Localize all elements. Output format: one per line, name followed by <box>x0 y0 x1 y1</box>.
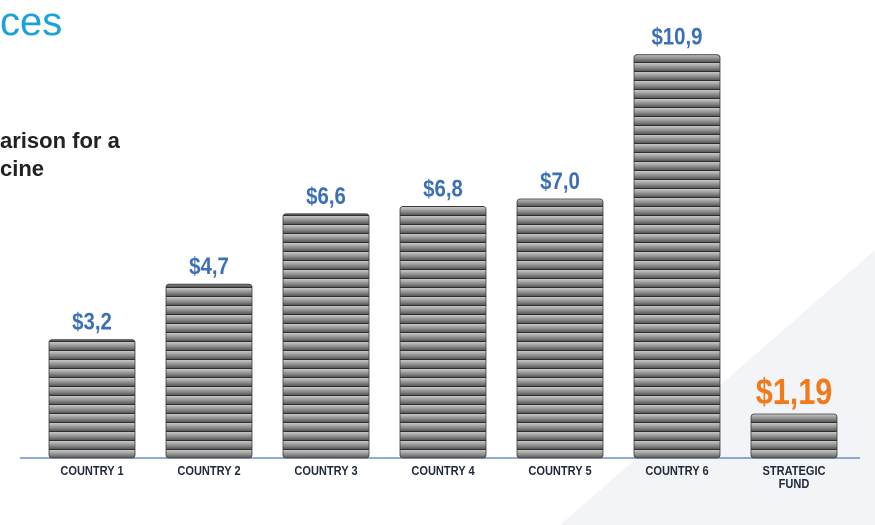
subtitle: arison for a <box>0 128 120 154</box>
subtitle: cine <box>0 156 44 182</box>
chart: $3,2 $4,7 $6,6 $6,8 $7,0 $10,9 $1,19 <box>0 0 875 525</box>
coin-stack <box>751 414 837 458</box>
category-label: COUNTRY 5 <box>526 464 594 477</box>
category-label: COUNTRY 4 <box>409 464 477 477</box>
category-label: STRATEGIC FUND <box>760 464 828 490</box>
coin-stack <box>166 284 252 458</box>
value-label: $6,6 <box>306 182 346 209</box>
value-label: $7,0 <box>540 167 580 194</box>
value-label: $3,2 <box>72 308 112 335</box>
value-label: $10,9 <box>651 23 702 50</box>
coin-stack <box>400 206 486 458</box>
value-label: $4,7 <box>189 253 229 280</box>
coin-stack <box>49 340 135 458</box>
coin-stack <box>517 199 603 458</box>
coin-stack <box>283 214 369 458</box>
category-label: COUNTRY 2 <box>175 464 243 477</box>
value-label: $6,8 <box>423 175 463 202</box>
coin-stack <box>634 55 720 458</box>
category-label: COUNTRY 3 <box>292 464 360 477</box>
category-label: COUNTRY 1 <box>58 464 126 477</box>
value-label: $1,19 <box>756 373 833 413</box>
title: ces <box>0 0 62 45</box>
page: $3,2 $4,7 $6,6 $6,8 $7,0 $10,9 $1,19 ces ariso… <box>0 0 875 525</box>
category-label: COUNTRY 6 <box>643 464 711 477</box>
